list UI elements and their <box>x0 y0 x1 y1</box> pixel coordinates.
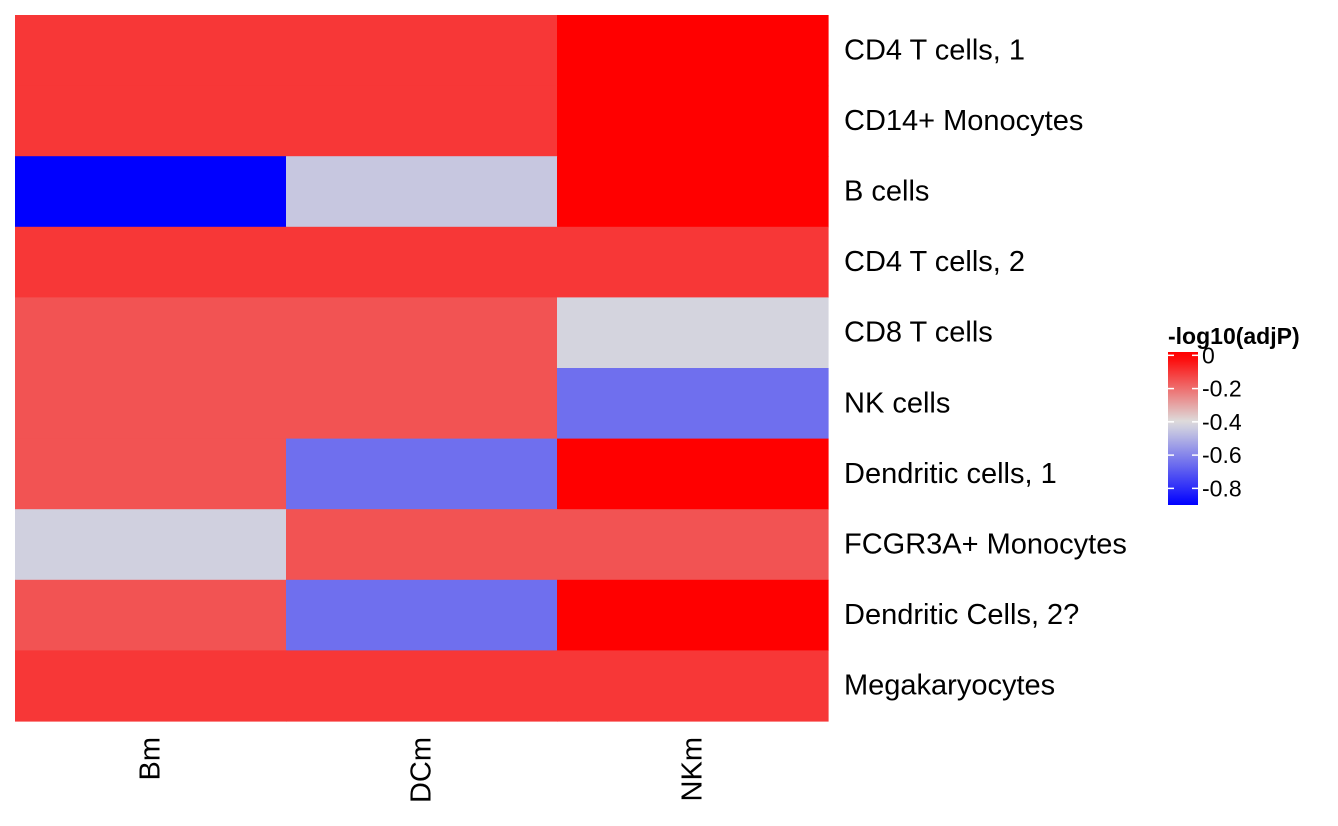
legend-ticks: 0 -0.2 -0.4 -0.6 -0.8 <box>1168 342 1242 501</box>
heatmap-cell <box>286 509 558 581</box>
heatmap-cell <box>286 438 558 510</box>
heatmap-cell <box>286 368 558 440</box>
heatmap-cell <box>15 85 287 157</box>
heatmap-cell <box>557 85 829 157</box>
heatmap-cell <box>286 226 558 298</box>
heatmap-cell <box>557 15 829 87</box>
row-labels: CD4 T cells, 1 CD14+ Monocytes B cells CD4 … <box>844 34 1127 701</box>
legend-tick-label: 0 <box>1202 342 1215 368</box>
heatmap-cell <box>557 297 829 369</box>
heatmap-cell <box>15 438 287 510</box>
heatmap-cell <box>15 297 287 369</box>
heatmap-cell <box>286 15 558 87</box>
row-label: CD4 T cells, 1 <box>844 34 1025 66</box>
heatmap-cell <box>15 226 287 298</box>
heatmap-cell <box>286 85 558 157</box>
row-label: Megakaryocytes <box>844 670 1055 702</box>
color-legend: -log10(adjP) 0 -0.2 -0.4 -0.6 -0.8 <box>1168 323 1300 505</box>
heatmap-cell <box>15 509 287 581</box>
heatmap-cell <box>286 579 558 651</box>
legend-tick-label: -0.2 <box>1202 376 1242 402</box>
heatmap-cell <box>15 368 287 440</box>
heatmap-cell <box>15 156 287 228</box>
heatmap-cell <box>557 579 829 651</box>
heatmap-cell <box>15 579 287 651</box>
heatmap-cell <box>15 15 287 87</box>
column-labels: Bm DCm NKm <box>135 737 709 803</box>
heatmap-cell <box>15 650 287 722</box>
heatmap-cell <box>286 650 558 722</box>
heatmap-cell <box>557 438 829 510</box>
heatmap-cell <box>557 368 829 440</box>
legend-title: -log10(adjP) <box>1168 323 1300 349</box>
row-label: Dendritic Cells, 2? <box>844 599 1079 631</box>
row-label: CD4 T cells, 2 <box>844 246 1025 278</box>
legend-tick-label: -0.4 <box>1202 409 1242 435</box>
legend-tick-label: -0.8 <box>1202 475 1242 501</box>
row-label: CD14+ Monocytes <box>844 105 1083 137</box>
heatmap-cell <box>557 509 829 581</box>
legend-colorbar <box>1168 352 1198 505</box>
row-label: B cells <box>844 176 929 208</box>
heatmap-cell <box>557 650 829 722</box>
row-label: CD8 T cells <box>844 317 993 349</box>
row-label: FCGR3A+ Monocytes <box>844 529 1127 561</box>
heatmap-cells <box>15 15 829 722</box>
heatmap-cell <box>286 156 558 228</box>
column-label: NKm <box>677 737 709 801</box>
row-label: Dendritic cells, 1 <box>844 458 1057 490</box>
column-label: Bm <box>135 737 167 781</box>
row-label: NK cells <box>844 387 950 419</box>
heatmap-cell <box>557 156 829 228</box>
heatmap-cell <box>286 297 558 369</box>
legend-tick-label: -0.6 <box>1202 442 1242 468</box>
column-label: DCm <box>406 737 438 803</box>
heatmap-cell <box>557 226 829 298</box>
